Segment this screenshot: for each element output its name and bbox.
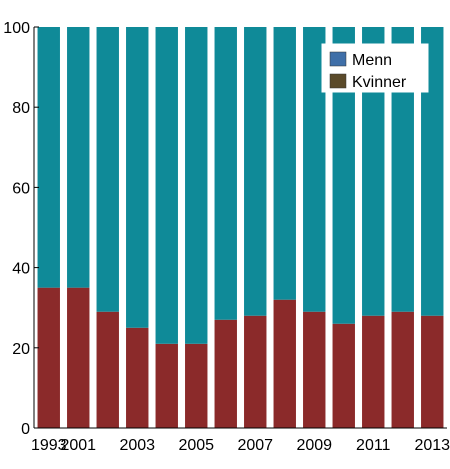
x-tick-label-2009: 2009: [296, 437, 332, 454]
bar-menn-2010: [332, 27, 355, 324]
bar-kvinner-2011: [362, 315, 385, 428]
x-tick-label-2001: 2001: [60, 437, 96, 454]
bars-group: [37, 27, 444, 428]
bar-kvinner-2004: [155, 343, 178, 428]
bar-kvinner-2007: [244, 315, 267, 428]
bar-menn-2011: [362, 27, 385, 316]
bar-menn-2012: [391, 27, 414, 312]
y-tick-label-100: 100: [3, 20, 30, 37]
legend-label-kvinner: Kvinner: [352, 74, 407, 91]
y-tick-label-20: 20: [12, 341, 30, 358]
legend-label-menn: Menn: [352, 52, 392, 69]
bar-menn-2004: [155, 27, 178, 344]
bar-menn-2007: [244, 27, 267, 316]
bar-kvinner-2010: [332, 323, 355, 428]
x-tick-label-2011: 2011: [356, 437, 391, 454]
bar-kvinner-2012: [391, 311, 414, 428]
y-tick-label-0: 0: [21, 421, 30, 438]
bar-kvinner-2001: [67, 287, 90, 428]
bar-menn-2001: [67, 27, 90, 288]
y-tick-label-80: 80: [12, 100, 30, 117]
bar-kvinner-2005: [185, 343, 208, 428]
legend-swatch-menn: [329, 51, 347, 67]
bar-kvinner-2008: [273, 299, 296, 428]
bar-menn-2009: [303, 27, 326, 312]
bar-menn-2008: [273, 27, 296, 300]
bar-menn-2002: [96, 27, 119, 312]
x-tick-label-2007: 2007: [237, 437, 273, 454]
x-tick-label-2013: 2013: [414, 437, 450, 454]
x-tick-label-2005: 2005: [178, 437, 214, 454]
bar-kvinner-2009: [303, 311, 326, 428]
bar-menn-2005: [185, 27, 208, 344]
x-tick-label-1993: 1993: [31, 437, 67, 454]
x-tick-label-2003: 2003: [119, 437, 155, 454]
bar-menn-1993: [37, 27, 60, 288]
legend-swatch-kvinner: [329, 73, 347, 89]
legend: Menn Kvinner: [321, 43, 429, 93]
y-tick-label-60: 60: [12, 180, 30, 197]
bar-menn-2006: [214, 27, 237, 320]
bar-kvinner-1993: [37, 287, 60, 428]
bar-kvinner-2006: [214, 319, 237, 428]
bar-menn-2013: [421, 27, 444, 316]
y-tick-label-40: 40: [12, 261, 30, 278]
bar-menn-2003: [126, 27, 149, 328]
bar-kvinner-2002: [96, 311, 119, 428]
bar-kvinner-2013: [421, 315, 444, 428]
bar-kvinner-2003: [126, 327, 149, 428]
